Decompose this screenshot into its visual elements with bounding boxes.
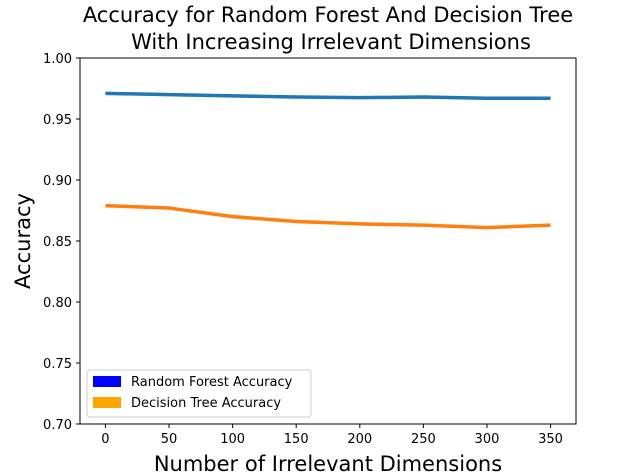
x-tick-label: 100 — [220, 432, 245, 447]
y-tick-label: 0.75 — [43, 357, 72, 372]
y-tick-label: 0.70 — [43, 418, 72, 433]
legend: Random Forest Accuracy Decision Tree Acc… — [86, 369, 312, 418]
x-tick-label: 0 — [101, 432, 109, 447]
x-tick-label: 200 — [347, 432, 372, 447]
legend-box — [86, 369, 312, 418]
x-tick-label: 250 — [411, 432, 436, 447]
plot-area-frame — [79, 57, 577, 425]
y-tick-label: 0.85 — [43, 235, 72, 250]
y-tick-label: 0.80 — [43, 296, 72, 311]
series-line-random-forest — [105, 91, 551, 101]
x-axis-title: Number of Irrelevant Dimensions — [154, 452, 502, 476]
x-tick-label: 150 — [284, 432, 309, 447]
chart-title-line-2: With Increasing Irrelevant Dimensions — [131, 30, 531, 54]
y-axis-title: Accuracy — [11, 193, 35, 289]
y-tick-label: 1.00 — [43, 52, 72, 67]
y-tick-label: 0.95 — [43, 113, 72, 128]
legend-swatch-decision-tree — [93, 397, 121, 408]
chart-title-line-1: Accuracy for Random Forest And Decision … — [83, 3, 573, 27]
y-axis: 0.70 0.75 0.80 0.85 0.90 0.95 1.00 — [43, 52, 80, 433]
x-tick-label: 300 — [475, 432, 500, 447]
legend-label-random-forest: Random Forest Accuracy — [131, 375, 293, 390]
y-tick-label: 0.90 — [43, 174, 72, 189]
series-lines — [105, 91, 551, 230]
x-axis: 0 50 100 150 200 250 300 350 — [101, 424, 563, 447]
x-tick-label: 50 — [161, 432, 178, 447]
series-line-decision-tree — [105, 203, 551, 230]
legend-label-decision-tree: Decision Tree Accuracy — [131, 396, 281, 411]
legend-swatch-random-forest — [93, 376, 121, 387]
x-tick-label: 350 — [538, 432, 563, 447]
